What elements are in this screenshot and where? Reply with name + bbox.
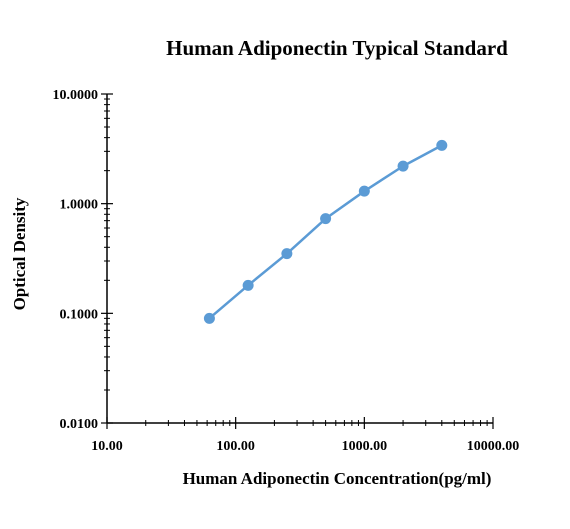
y-tick-label: 1.0000 <box>60 198 99 213</box>
chart-title: Human Adiponectin Typical Standard <box>166 36 508 60</box>
y-tick-label: 10.0000 <box>53 88 99 103</box>
data-point <box>320 213 332 225</box>
data-point <box>281 248 293 260</box>
data-point <box>203 312 215 324</box>
data-point <box>358 185 370 197</box>
axes <box>106 94 493 424</box>
y-axis-label: Optical Density <box>10 197 29 310</box>
x-tick-label: 10.00 <box>91 439 123 454</box>
x-tick-label: 100.00 <box>216 439 255 454</box>
data-point <box>242 279 254 291</box>
series-line <box>208 144 443 320</box>
y-tick-label: 0.1000 <box>60 307 99 322</box>
ticks: 0.0100 0.1000 1.0000 10.0000 10.00 100.00 1000… <box>53 88 520 454</box>
series <box>203 139 448 324</box>
data-point <box>397 160 409 172</box>
y-tick-label: 0.0100 <box>60 417 99 432</box>
x-tick-label: 1000.00 <box>342 439 388 454</box>
x-axis-label: Human Adiponectin Concentration(pg/ml) <box>183 469 492 488</box>
data-point <box>436 139 448 151</box>
x-tick-label: 10000.00 <box>467 439 520 454</box>
